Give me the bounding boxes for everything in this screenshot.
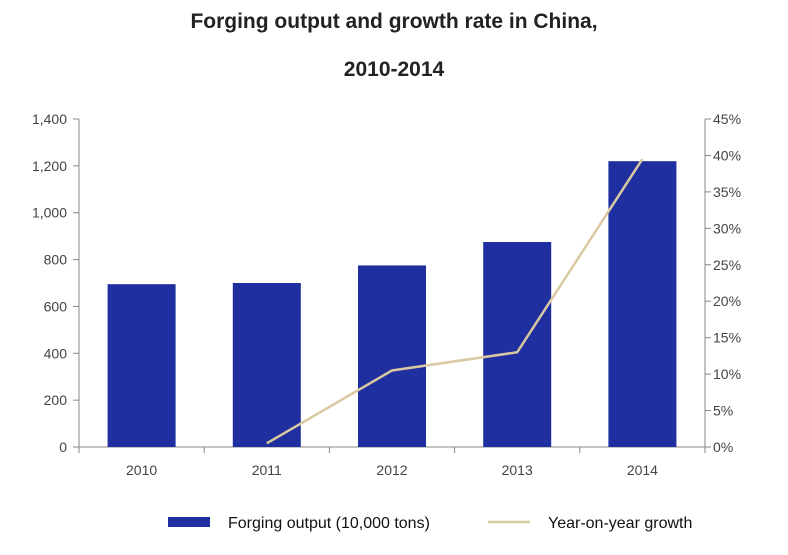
chart-title-line-1: Forging output and growth rate in China, — [190, 10, 598, 33]
x-tick-label: 2011 — [252, 462, 282, 478]
x-tick-label: 2013 — [502, 462, 533, 478]
y-right-tick-label: 15% — [713, 330, 741, 346]
y-left-tick-label: 1,400 — [32, 111, 67, 127]
y-right-tick-label: 10% — [713, 366, 741, 382]
y-left-tick-label: 200 — [44, 392, 68, 408]
line-yoy-growth — [266, 158, 644, 445]
chart-title-line-2: 2010-2014 — [343, 58, 445, 81]
legend-swatch-forging-output — [168, 517, 210, 527]
y-right-tick-label: 40% — [713, 147, 741, 163]
bar-forging-output — [608, 161, 677, 447]
y-left-tick-label: 600 — [44, 298, 68, 314]
x-tick-label: 2012 — [376, 462, 407, 478]
legend-label-forging-output: Forging output (10,000 tons) — [228, 515, 430, 532]
legend-label-yoy-growth: Year-on-year growth — [548, 515, 692, 532]
x-tick-label: 2010 — [126, 462, 157, 478]
y-right-tick-label: 20% — [713, 293, 741, 309]
bar-forging-output — [483, 242, 552, 447]
y-left-tick-label: 400 — [44, 345, 68, 361]
y-right-tick-label: 25% — [713, 257, 741, 273]
y-left-tick-label: 1,000 — [32, 205, 67, 221]
bar-forging-output — [232, 283, 301, 447]
y-right-tick-label: 45% — [713, 111, 741, 127]
y-right-tick-label: 35% — [713, 184, 741, 200]
y-left-tick-label: 1,200 — [32, 158, 67, 174]
y-right-tick-label: 30% — [713, 220, 741, 236]
y-right-tick-label: 0% — [713, 439, 733, 455]
y-left-tick-label: 0 — [59, 439, 67, 455]
y-left-tick-label: 800 — [44, 252, 68, 268]
bar-forging-output — [107, 284, 176, 447]
bar-forging-output — [358, 265, 426, 447]
x-tick-label: 2014 — [627, 462, 658, 478]
y-right-tick-label: 5% — [713, 403, 733, 419]
